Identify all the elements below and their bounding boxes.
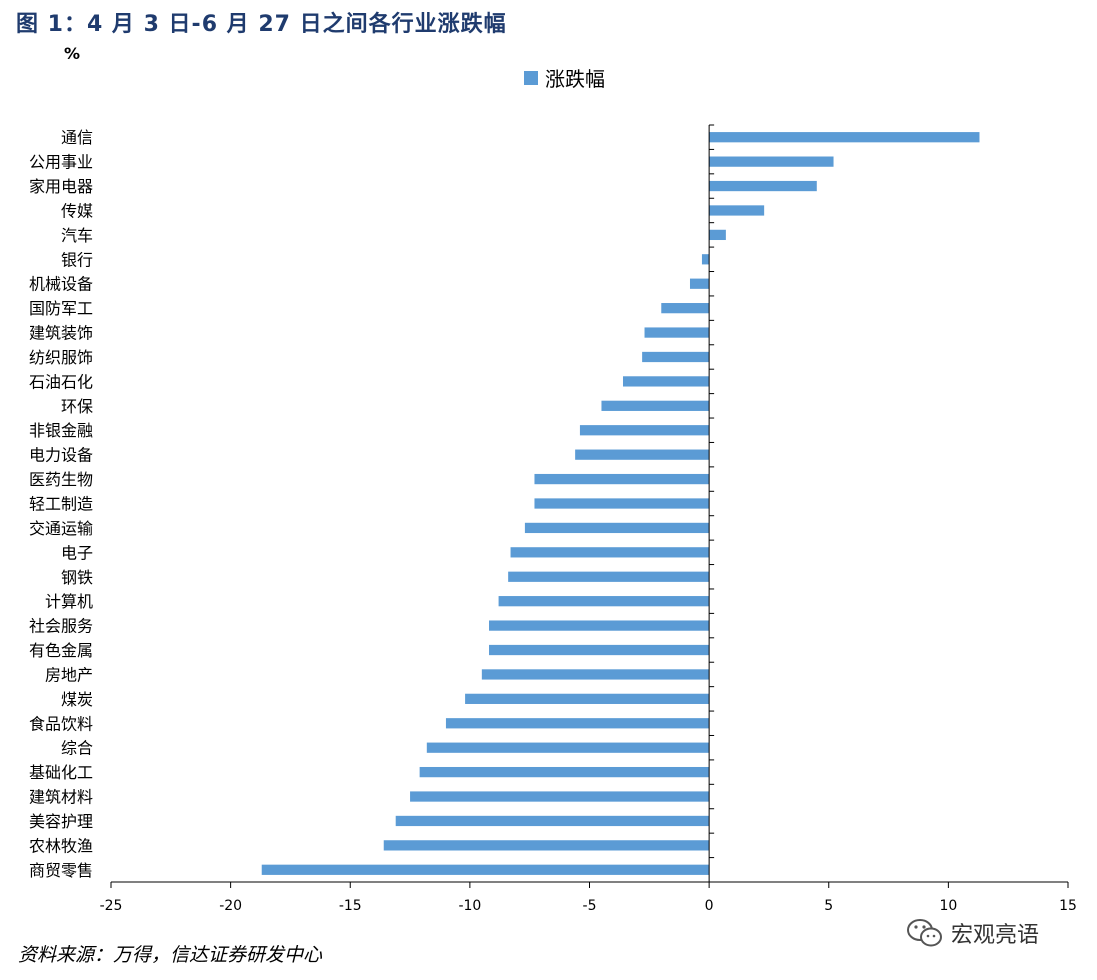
category-label: 环保 — [61, 397, 93, 416]
category-label: 商贸零售 — [29, 861, 93, 880]
category-label: 医药生物 — [29, 470, 93, 489]
bar — [489, 620, 710, 631]
category-label: 建筑装饰 — [29, 324, 93, 343]
bar — [644, 327, 710, 338]
category-label: 有色金属 — [29, 641, 93, 660]
category-label: 传媒 — [61, 201, 93, 220]
unit-label: % — [64, 44, 81, 63]
category-label: 通信 — [61, 128, 93, 147]
bar — [383, 840, 710, 851]
category-label: 建筑材料 — [29, 788, 93, 807]
category-label: 非银金融 — [29, 421, 93, 440]
category-label: 农林牧渔 — [29, 836, 93, 855]
bar — [510, 547, 710, 558]
category-label: 机械设备 — [29, 275, 93, 294]
watermark-label: 宏观亮语 — [951, 923, 1040, 948]
bar — [489, 644, 710, 656]
category-label: 综合 — [61, 739, 93, 758]
bar — [426, 742, 710, 753]
category-label: 银行 — [61, 250, 93, 269]
bar — [601, 400, 710, 411]
bar — [709, 132, 980, 143]
x-tick-label: -15 — [339, 898, 362, 914]
x-tick-label: -5 — [583, 898, 597, 914]
category-label: 交通运输 — [29, 519, 93, 538]
bar — [709, 156, 834, 167]
category-label: 公用事业 — [29, 153, 93, 172]
category-label: 社会服务 — [29, 617, 93, 636]
bar — [709, 205, 765, 216]
category-label: 轻工制造 — [29, 495, 93, 514]
bar — [661, 303, 710, 314]
category-label: 计算机 — [45, 592, 93, 611]
bar — [261, 864, 710, 875]
figure-title: 图 1：4 月 3 日-6 月 27 日之间各行业涨跌幅 — [16, 12, 507, 37]
x-tick-label: 10 — [939, 898, 957, 914]
source-note: 资料来源：万得，信达证券研发中心 — [18, 944, 323, 966]
bar — [575, 449, 710, 460]
bar — [445, 718, 710, 729]
bar — [395, 815, 710, 827]
category-label: 钢铁 — [61, 568, 93, 587]
bar — [481, 669, 710, 680]
bar — [410, 791, 710, 802]
legend-label: 涨跌幅 — [545, 67, 605, 91]
bar — [709, 229, 726, 241]
watermark: 宏观亮语 — [905, 916, 1039, 950]
category-label: 电子 — [61, 543, 93, 562]
category-label: 美容护理 — [29, 812, 93, 831]
bar — [534, 473, 710, 485]
category-label: 纺织服饰 — [29, 348, 93, 367]
x-tick-label: -20 — [219, 898, 242, 914]
x-tick-label: -10 — [458, 898, 481, 914]
category-label: 汽车 — [61, 226, 93, 245]
legend-swatch — [524, 70, 538, 85]
bar — [534, 498, 710, 509]
category-label: 房地产 — [45, 665, 93, 684]
category-label: 国防军工 — [29, 299, 93, 318]
bar — [709, 180, 817, 192]
bar — [508, 571, 710, 582]
bar — [498, 596, 710, 607]
bar — [419, 766, 710, 778]
category-label: 电力设备 — [29, 446, 93, 465]
bar — [622, 376, 710, 387]
category-label: 家用电器 — [29, 177, 93, 196]
category-label: 食品饮料 — [29, 714, 93, 733]
category-label: 煤炭 — [61, 690, 93, 709]
category-label: 石油石化 — [29, 372, 93, 391]
x-tick-label: 15 — [1059, 898, 1077, 914]
bar — [701, 254, 710, 265]
x-tick-label: 5 — [824, 898, 833, 914]
bar — [689, 278, 710, 289]
legend: 涨跌幅 — [524, 63, 605, 92]
bar — [465, 693, 710, 704]
bar — [524, 522, 710, 534]
x-tick-label: 0 — [705, 898, 714, 914]
bar — [642, 351, 710, 363]
bar — [579, 425, 710, 436]
wechat-icon — [907, 919, 942, 947]
category-label: 基础化工 — [29, 763, 93, 782]
x-tick-label: -25 — [100, 898, 123, 914]
